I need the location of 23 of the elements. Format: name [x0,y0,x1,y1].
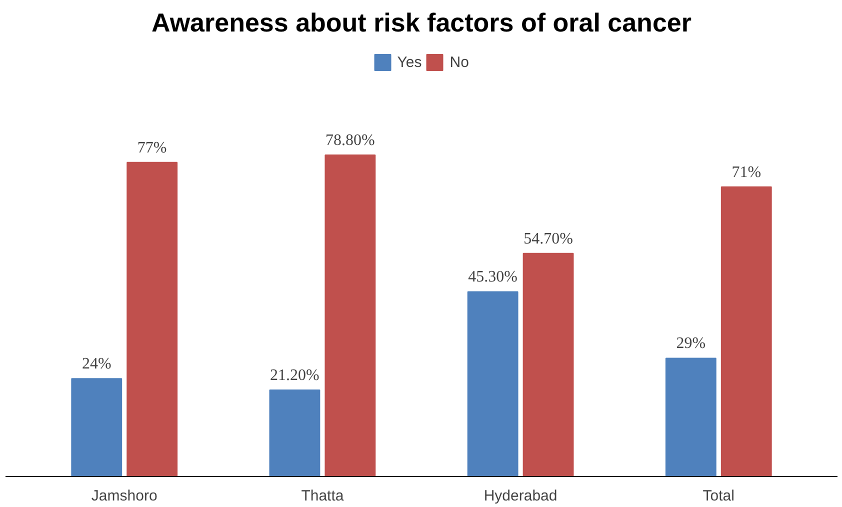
bar [269,390,320,476]
data-label: 54.70% [524,230,573,248]
data-label: 24% [82,356,112,373]
bar [467,291,518,476]
data-label: 29% [676,335,706,352]
bar [126,162,178,476]
x-tick-label: Total [702,488,734,504]
data-label: 21.20% [270,367,320,384]
x-tick-label: Hyderabad [484,488,558,504]
x-tick-label: Jamshoro [91,488,158,504]
bar [665,358,716,476]
data-label: 78.80% [326,132,375,150]
legend-label: No [450,54,470,70]
data-label: 71% [732,164,762,181]
data-label: 45.30% [468,268,518,286]
bar [720,186,772,476]
bar [522,252,574,476]
legend-label: Yes [397,54,422,70]
data-label: 77% [137,139,167,156]
bar [71,378,122,476]
x-tick-label: Thatta [301,488,344,504]
chart-title: Awareness about risk factors of oral cancer [152,8,692,38]
bar [324,154,376,476]
